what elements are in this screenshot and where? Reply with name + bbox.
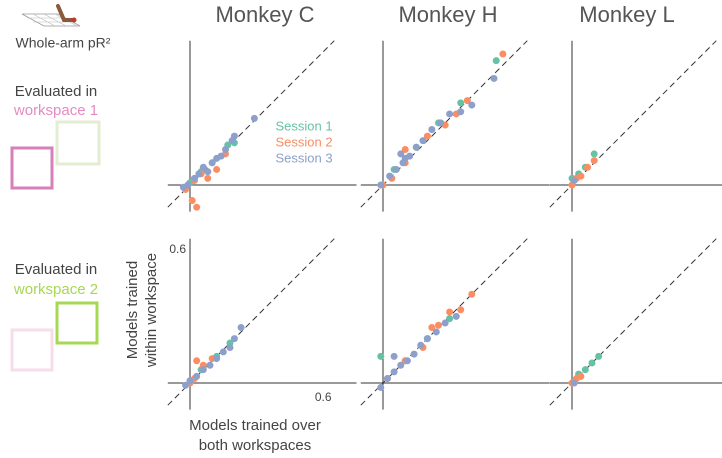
point xyxy=(595,352,603,360)
point xyxy=(390,368,398,376)
point xyxy=(390,352,398,360)
point xyxy=(463,97,471,105)
legend-entry: Session 2 xyxy=(275,134,332,149)
workspace-icon xyxy=(10,146,54,190)
point xyxy=(417,341,425,349)
point xyxy=(208,159,216,167)
point xyxy=(410,350,418,358)
point xyxy=(199,366,207,374)
point xyxy=(199,163,207,171)
column-title: Monkey C xyxy=(215,2,314,27)
point xyxy=(184,181,192,189)
point xyxy=(188,197,196,205)
point xyxy=(428,324,436,331)
point xyxy=(401,145,409,153)
point xyxy=(581,366,589,374)
point xyxy=(423,335,431,343)
point xyxy=(377,352,385,360)
point xyxy=(435,321,442,329)
point xyxy=(182,381,190,389)
point xyxy=(468,290,476,298)
row-label: workspace 2 xyxy=(13,281,98,298)
point xyxy=(193,372,201,380)
point xyxy=(217,152,225,160)
workspace-icon xyxy=(10,328,54,372)
point xyxy=(428,126,436,133)
x-tick-label: 0.6 xyxy=(315,390,332,404)
point xyxy=(437,119,445,127)
point xyxy=(377,383,385,391)
point xyxy=(412,143,420,151)
point xyxy=(446,110,454,118)
point xyxy=(386,172,394,180)
point xyxy=(577,172,585,180)
point xyxy=(432,328,440,336)
point xyxy=(499,50,507,58)
point xyxy=(397,361,405,369)
point xyxy=(423,132,431,140)
column-title: Monkey L xyxy=(579,2,674,27)
legend-entry: Session 3 xyxy=(275,150,332,165)
point xyxy=(590,157,598,165)
workspace-icon xyxy=(55,301,99,345)
row-label: Evaluated in xyxy=(15,261,98,278)
point xyxy=(226,343,234,351)
y-tick-label: 0.6 xyxy=(169,242,186,256)
point xyxy=(195,170,203,178)
point xyxy=(206,361,214,369)
point xyxy=(219,348,227,356)
point xyxy=(452,312,460,320)
point xyxy=(397,150,405,158)
point xyxy=(186,377,194,385)
x-axis-label: both workspaces xyxy=(199,437,312,454)
point xyxy=(213,355,221,363)
header-label: Whole-arm pR² xyxy=(16,35,111,51)
point xyxy=(403,357,411,365)
y-axis-label: within workspace xyxy=(143,253,160,368)
point xyxy=(570,379,578,387)
point xyxy=(446,308,454,316)
point xyxy=(446,315,454,323)
point xyxy=(457,306,465,314)
point xyxy=(204,168,212,176)
point xyxy=(457,99,465,107)
y-axis-label: Models trained xyxy=(124,261,141,359)
arm-icon xyxy=(21,4,81,27)
point xyxy=(377,181,385,189)
point xyxy=(570,177,578,185)
point xyxy=(250,114,258,122)
point xyxy=(577,372,585,380)
point xyxy=(392,165,400,173)
column-title: Monkey H xyxy=(398,2,497,27)
point xyxy=(419,137,427,145)
point xyxy=(230,335,238,343)
point xyxy=(588,359,596,367)
point xyxy=(190,174,198,182)
workspace-icon xyxy=(55,120,101,166)
point xyxy=(230,132,238,140)
point xyxy=(222,145,230,153)
point xyxy=(383,375,391,383)
point xyxy=(457,108,465,116)
point xyxy=(204,174,212,182)
point xyxy=(492,57,500,65)
point xyxy=(193,203,201,211)
x-axis-label: Models trained over xyxy=(189,417,321,434)
point xyxy=(590,150,598,158)
point xyxy=(441,319,449,327)
point xyxy=(584,163,592,171)
row-label: Evaluated in xyxy=(15,83,98,100)
point xyxy=(401,154,409,162)
point xyxy=(193,357,201,365)
point xyxy=(213,165,221,173)
point xyxy=(490,74,498,82)
point xyxy=(237,324,245,331)
row-label: workspace 1 xyxy=(13,102,98,119)
legend-entry: Session 1 xyxy=(275,118,332,133)
point xyxy=(468,101,476,109)
